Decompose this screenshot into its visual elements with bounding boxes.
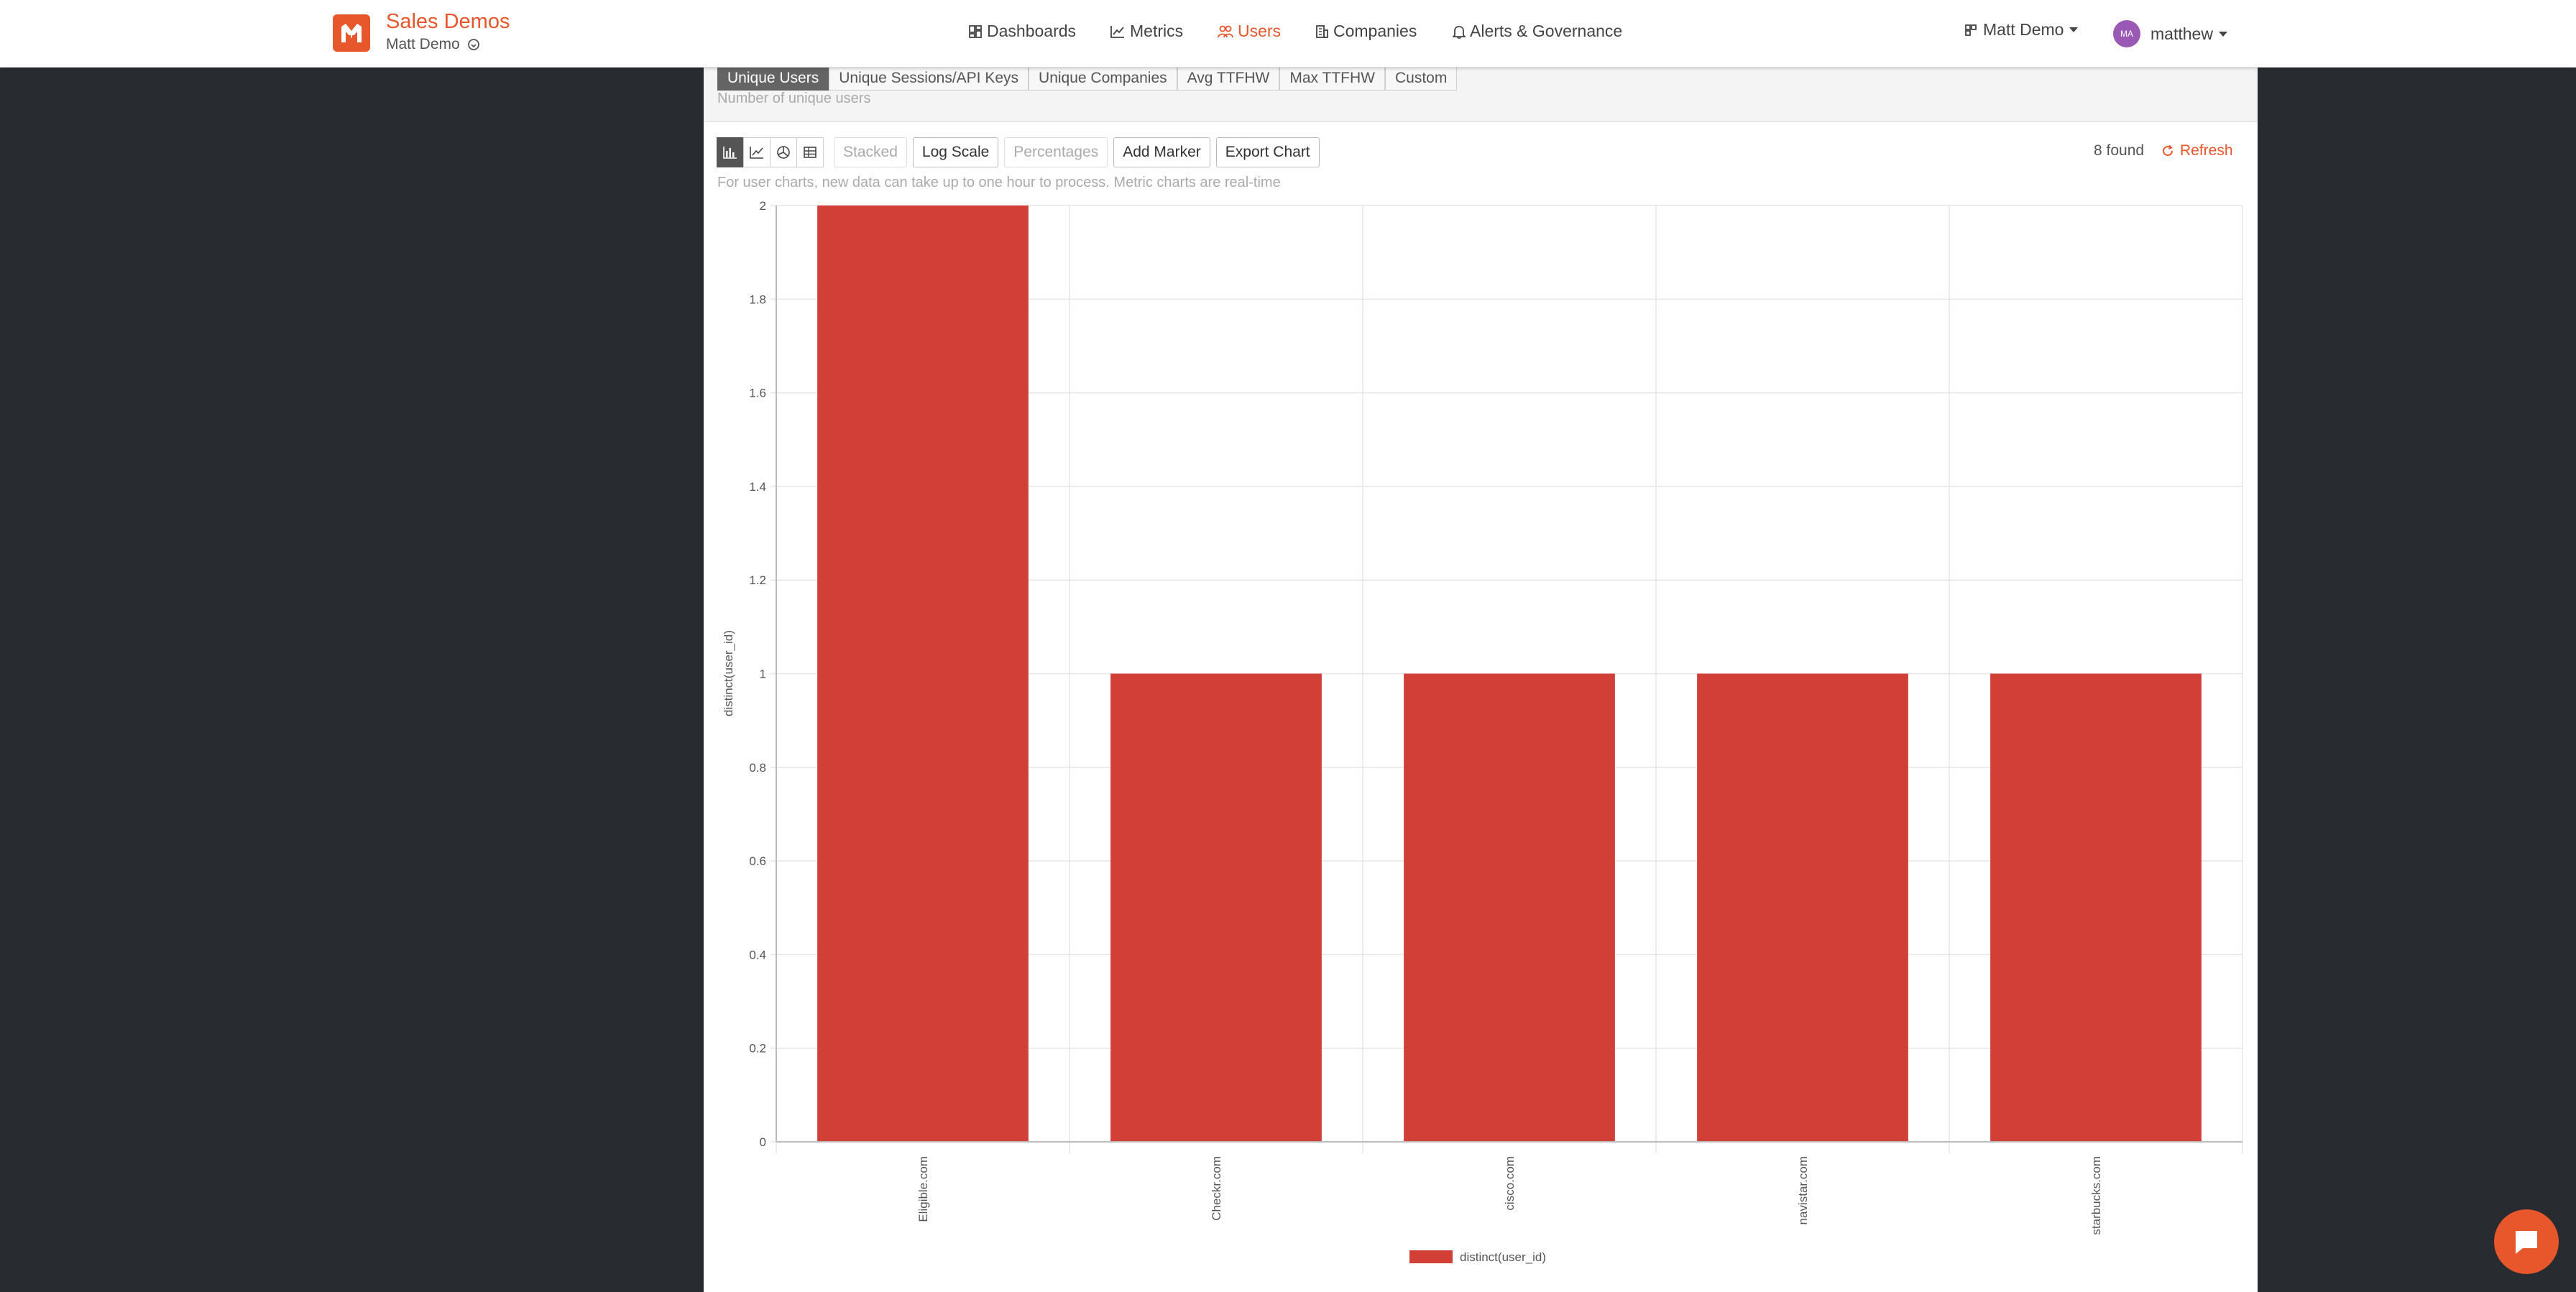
y-tick-label: 0 [760,1135,766,1149]
x-tick-label: Checkr.com [1210,1156,1223,1221]
bar[interactable] [1110,673,1322,1143]
metric-selector: Unique Users Unique Sessions/API Keys Un… [704,67,2258,122]
pie-chart-view-button[interactable] [770,137,797,167]
users-icon [1218,25,1233,37]
line-chart-view-button[interactable] [743,137,770,167]
bar[interactable] [1697,673,1908,1143]
y-tick-label: 1.6 [749,387,766,400]
bar[interactable] [1990,673,2202,1143]
nav-dashboards-label: Dashboards [987,22,1077,40]
nav-alerts-governance[interactable]: Alerts & Governance [1453,22,1622,41]
view-switcher [717,137,824,167]
nav-companies-label: Companies [1333,22,1417,40]
bar-chart: 0 0.2 0.4 0.6 0.8 1 1.2 1.4 1.6 1.8 2 Eligible.com C… [722,199,2243,1264]
tab-unique-sessions[interactable]: Unique Sessions/API Keys [829,67,1029,91]
refresh-label: Refresh [2180,142,2233,159]
tab-unique-users[interactable]: Unique Users [717,67,829,91]
bar-chart-view-button[interactable] [717,137,744,167]
y-tick-label: 0.8 [749,761,766,775]
tab-avg-ttfhw[interactable]: Avg TTFHW [1177,67,1280,91]
workspace-icon [1965,24,1977,36]
user-name: matthew [2150,24,2213,43]
dashboard-icon [969,24,982,38]
nav-users[interactable]: Users [1218,22,1281,41]
switch-icon [467,39,479,50]
workspace-label: Matt Demo [1983,20,2064,39]
log-scale-button[interactable]: Log Scale [912,137,999,167]
brand-subtitle[interactable]: Matt Demo [386,36,480,53]
tab-custom[interactable]: Custom [1384,67,1458,91]
y-tick-label: 0.6 [749,854,766,868]
building-icon [1316,24,1328,38]
stacked-button[interactable]: Stacked [834,137,907,167]
export-chart-button[interactable]: Export Chart [1215,137,1320,167]
nav-dashboards[interactable]: Dashboards [968,22,1076,41]
x-tick-label: Eligible.com [916,1156,930,1222]
x-tick-label: navistar.com [1796,1156,1810,1224]
bell-icon [1453,25,1466,39]
y-tick-label: 2 [760,199,766,213]
nav-metrics[interactable]: Metrics [1110,22,1183,41]
y-tick-label: 1 [760,668,766,681]
nav-alerts-label: Alerts & Governance [1470,22,1623,40]
bar-chart-icon [723,147,737,159]
bar[interactable] [817,206,1029,1142]
chat-button[interactable] [2494,1209,2559,1274]
user-menu[interactable]: MA matthew [2113,20,2227,47]
brand-title[interactable]: Sales Demos [386,10,510,33]
y-tick-label: 1.4 [749,480,766,494]
chevron-down-icon [2069,27,2079,32]
metric-description: Number of unique users [717,91,871,106]
refresh-button[interactable]: Refresh [2161,142,2233,160]
refresh-icon [2163,144,2174,157]
processing-note: For user charts, new data can take up to… [717,175,1281,190]
legend-swatch [1409,1250,1453,1263]
nav-companies[interactable]: Companies [1315,22,1417,41]
tab-max-ttfhw[interactable]: Max TTFHW [1279,67,1385,91]
bar[interactable] [1404,673,1615,1143]
brand-subtitle-text: Matt Demo [386,36,460,52]
line-chart-icon [1110,25,1124,38]
chat-icon [2516,1231,2537,1254]
y-tick-label: 0.4 [749,948,766,961]
tab-unique-companies[interactable]: Unique Companies [1029,67,1177,91]
chevron-down-icon [2218,31,2227,37]
y-tick-label: 0.2 [749,1042,766,1056]
table-view-button[interactable] [796,137,824,167]
table-icon [804,147,816,158]
chart-legend: distinct(user_id) [1409,1250,1546,1264]
legend-label: distinct(user_id) [1460,1250,1546,1264]
y-tick-label: 1.8 [749,292,766,306]
nav-metrics-label: Metrics [1130,22,1184,40]
x-tick-label: starbucks.com [2089,1156,2103,1235]
chart-toolbar: Stacked Log Scale Percentages Add Marker… [717,137,1320,167]
workspace-dropdown[interactable]: Matt Demo [1964,20,2079,40]
pie-chart-icon [777,146,790,159]
top-navbar: Sales Demos Matt Demo Dashboards Metrics… [0,0,2576,68]
percentages-button[interactable]: Percentages [1004,137,1108,167]
nav-users-label: Users [1238,22,1282,40]
line-chart-icon [750,147,763,159]
app-logo-icon[interactable] [333,14,370,52]
y-tick-label: 1.2 [749,573,766,587]
add-marker-button[interactable]: Add Marker [1113,137,1210,167]
chart-axes: 0 0.2 0.4 0.6 0.8 1 1.2 1.4 1.6 1.8 2 Eligible.com C… [749,199,2242,1235]
results-count: 8 found [2094,142,2145,159]
chart-bars [817,206,2202,1142]
avatar: MA [2113,20,2140,47]
y-axis-label: distinct(user_id) [722,630,735,716]
x-tick-label: cisco.com [1503,1156,1517,1211]
